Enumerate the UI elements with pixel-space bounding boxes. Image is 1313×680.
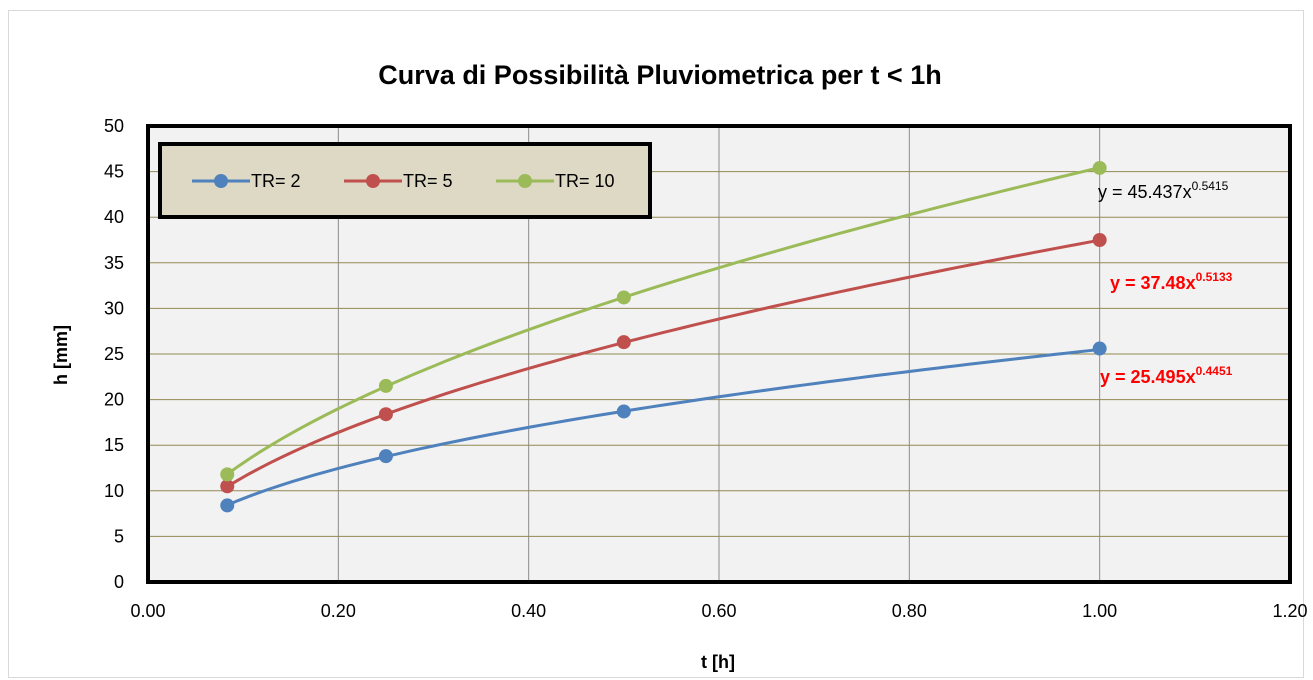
y-tick-label: 40 [104,207,124,227]
y-tick-label: 30 [104,298,124,318]
chart-title: Curva di Possibilità Pluviometrica per t… [378,60,941,90]
legend-label: TR= 10 [555,171,615,191]
legend-label: TR= 2 [251,171,301,191]
legend: TR= 2 TR= 5 TR= 10 [158,142,652,219]
x-tick-labels: 0.00 0.20 0.40 0.60 0.80 1.00 1.20 [130,601,1307,621]
trendline-equation: y = 25.495x0.4451 [1100,364,1233,387]
y-tick-label: 50 [104,116,124,136]
series-line [226,166,1101,476]
data-point [1092,233,1107,247]
series-2 [220,233,1107,494]
y-tick-label: 25 [104,344,124,364]
trendline-equation: y = 45.437x0.5415 [1098,179,1229,202]
data-point [220,498,235,513]
trendline-equations: y = 25.495x0.4451 y = 37.48x0.5133 y = 45.… [1098,179,1233,387]
x-tick-label: 1.20 [1272,601,1307,621]
plot-frame [146,124,1292,584]
y-tick-label: 5 [114,526,124,546]
y-tick-label: 20 [104,390,124,410]
x-tick-label: 0.80 [892,601,927,621]
legend-swatch-marker [366,174,380,188]
data-point [616,290,631,305]
legend-swatch-marker [214,174,228,188]
y-tick-labels: 0 5 10 15 20 25 30 35 40 45 50 [104,116,124,592]
data-point [220,479,235,494]
data-point [220,467,235,482]
legend-item: TR= 10 [496,171,615,191]
y-tick-label: 10 [104,481,124,501]
series-group [220,160,1107,513]
y-axis-title: h [mm] [51,325,71,385]
legend-item: TR= 2 [192,171,301,191]
legend-item: TR= 5 [344,171,453,191]
legend-label: TR= 5 [403,171,453,191]
data-point [378,449,393,464]
data-point [616,404,631,419]
x-tick-label: 0.60 [701,601,736,621]
data-point [1092,341,1107,356]
x-tick-label: 0.00 [130,601,165,621]
x-tick-label: 0.40 [511,601,546,621]
y-tick-label: 35 [104,253,124,273]
data-point [378,378,393,393]
x-tick-label: 0.20 [321,601,356,621]
data-point [1092,160,1107,175]
y-tick-label: 45 [104,162,124,182]
y-tick-label: 15 [104,435,124,455]
series-line [226,238,1100,488]
y-tick-label: 0 [114,572,124,592]
trendline-equation: y = 37.48x0.5133 [1110,270,1233,293]
x-tick-label: 1.00 [1082,601,1117,621]
x-axis-title: t [h] [701,652,735,672]
data-point [378,407,393,422]
series-line [226,347,1100,507]
series-1 [220,341,1107,513]
series-3 [220,160,1107,482]
data-point [616,335,631,350]
legend-swatch-marker [518,174,532,188]
